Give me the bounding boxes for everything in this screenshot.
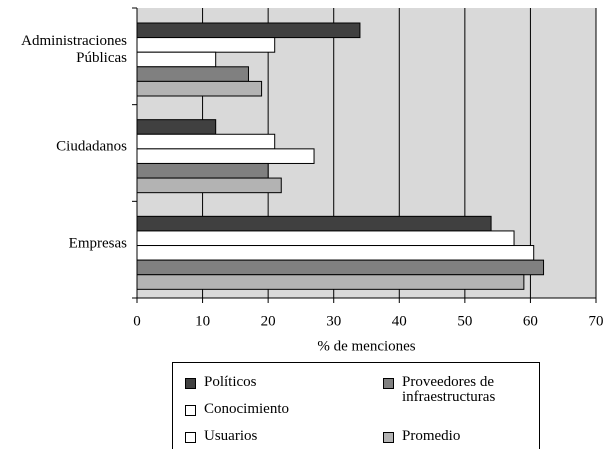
legend-swatch [185, 378, 196, 389]
bar [136, 259, 545, 276]
x-tick-label: 0 [133, 313, 141, 329]
legend-item: Usuarios [185, 429, 354, 444]
legend-label: Políticos [204, 374, 257, 390]
x-tick-label: 40 [392, 313, 407, 329]
bar [136, 162, 269, 179]
legend-item: Políticos [185, 375, 354, 390]
x-tick-label: 20 [261, 313, 276, 329]
legend-swatch [383, 432, 394, 443]
legend-swatch [185, 432, 196, 443]
x-tick-label: 60 [523, 313, 538, 329]
bar [136, 133, 276, 150]
legend-swatch [383, 378, 394, 389]
y-tick-label: Empresas [68, 235, 127, 252]
legend-item: Conocimiento [185, 402, 354, 417]
bar [136, 274, 525, 290]
bar [136, 80, 263, 97]
legend-item: Promedio [383, 429, 552, 444]
x-tick-label: 30 [326, 313, 341, 329]
legend-label: Usuarios [204, 428, 258, 444]
legend-label: Promedio [402, 428, 461, 444]
bar [136, 177, 282, 194]
x-tick-label: 10 [195, 313, 210, 329]
legend-label: Conocimiento [204, 401, 289, 417]
bar [136, 215, 492, 232]
bar [136, 119, 217, 135]
x-axis-title: % de menciones [317, 338, 415, 354]
bar [136, 245, 535, 261]
x-tick-label: 50 [457, 313, 472, 329]
legend-swatch [185, 405, 196, 416]
y-tick-label: Ciudadanos [56, 138, 127, 155]
bar [136, 51, 217, 68]
legend: Políticos Conocimiento Usuarios Proveedores… [172, 362, 540, 449]
bar [136, 37, 276, 53]
legend-label: Proveedores de infraestructuras [402, 374, 496, 405]
legend-item: Proveedores de infraestructuras [383, 375, 552, 405]
bar [136, 22, 361, 39]
bar [136, 148, 315, 164]
y-tick-label: Administraciones Públicas [21, 33, 127, 67]
x-tick-label: 70 [589, 313, 604, 329]
bar [136, 230, 515, 247]
bar [136, 66, 249, 82]
